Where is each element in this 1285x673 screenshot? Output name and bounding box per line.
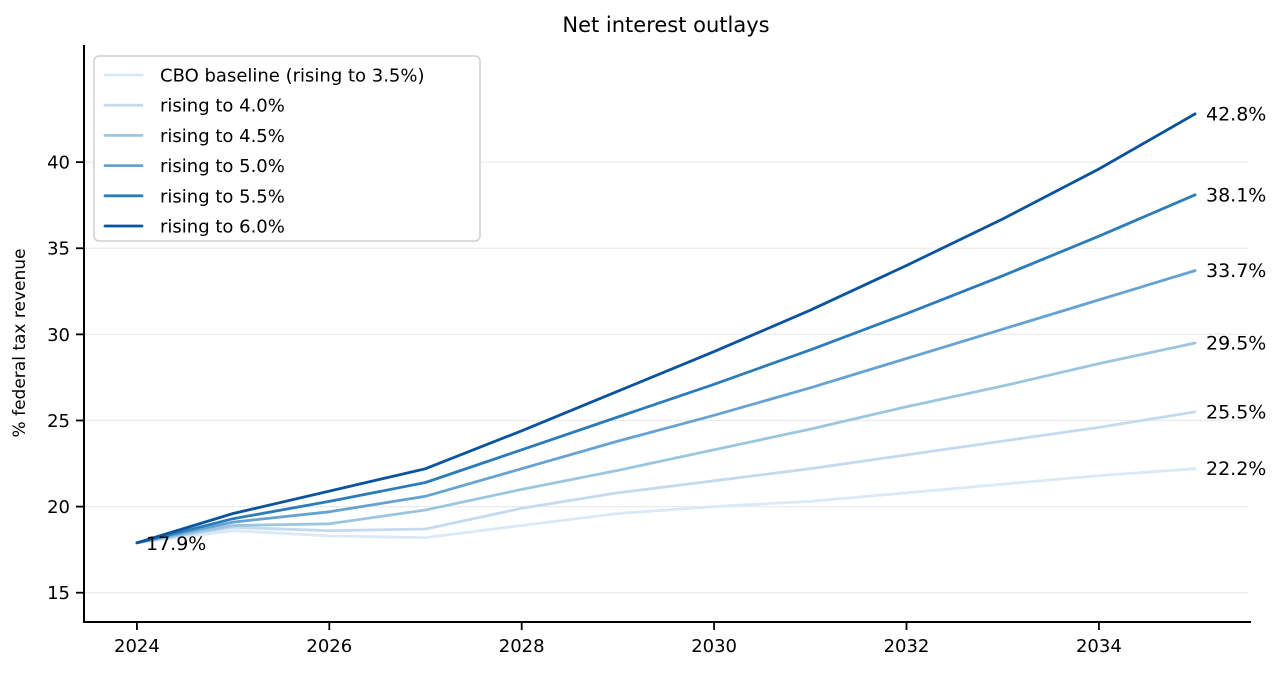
x-axis-ticks: 2024 2026 2028 2030 2032 2034 xyxy=(114,622,1122,657)
legend-item-label: CBO baseline (rising to 3.5%) xyxy=(160,66,425,87)
legend: CBO baseline (rising to 3.5%) rising to 4… xyxy=(93,55,481,242)
y-tick-label: 15 xyxy=(47,583,70,604)
series-end-label: 42.8% xyxy=(1206,103,1266,125)
series-end-label: 38.1% xyxy=(1206,184,1266,206)
series-end-label: 22.2% xyxy=(1206,458,1266,480)
series-line xyxy=(135,269,1197,545)
y-tick-label: 25 xyxy=(47,411,70,432)
legend-item-label: rising to 4.0% xyxy=(160,96,285,117)
y-tick-label: 35 xyxy=(47,239,70,260)
y-axis-label: % federal tax revenue xyxy=(10,249,30,438)
series-end-labels: 22.2% 25.5% 29.5% 33.7% 38.1% 42.8% xyxy=(1206,103,1266,480)
legend-item-label: rising to 5.0% xyxy=(160,156,285,177)
legend-box xyxy=(93,55,481,242)
legend-item-label: rising to 4.5% xyxy=(160,126,285,147)
data-series xyxy=(135,112,1197,545)
y-tick-label: 20 xyxy=(47,497,70,518)
series-line xyxy=(135,112,1197,545)
y-axis-ticks: 15 20 25 30 35 40 xyxy=(47,153,84,604)
series-line xyxy=(135,467,1197,545)
chart-title: Net interest outlays xyxy=(562,13,769,37)
y-tick-label: 40 xyxy=(47,153,70,174)
start-value-annotation: 17.9% xyxy=(146,533,206,555)
series-end-label: 25.5% xyxy=(1206,401,1266,423)
x-tick-label: 2024 xyxy=(114,636,160,657)
legend-item-label: rising to 6.0% xyxy=(160,217,285,238)
x-tick-label: 2034 xyxy=(1076,636,1122,657)
series-line xyxy=(135,341,1197,545)
series-end-label: 29.5% xyxy=(1206,332,1266,354)
series-line xyxy=(135,193,1197,545)
x-tick-label: 2028 xyxy=(499,636,545,657)
legend-items: CBO baseline (rising to 3.5%) rising to 4… xyxy=(103,66,425,238)
x-tick-label: 2030 xyxy=(691,636,737,657)
series-line xyxy=(135,410,1197,545)
legend-item-label: rising to 5.5% xyxy=(160,186,285,207)
series-end-label: 33.7% xyxy=(1206,260,1266,282)
x-tick-label: 2026 xyxy=(306,636,352,657)
y-tick-label: 30 xyxy=(47,325,70,346)
x-tick-label: 2032 xyxy=(884,636,930,657)
